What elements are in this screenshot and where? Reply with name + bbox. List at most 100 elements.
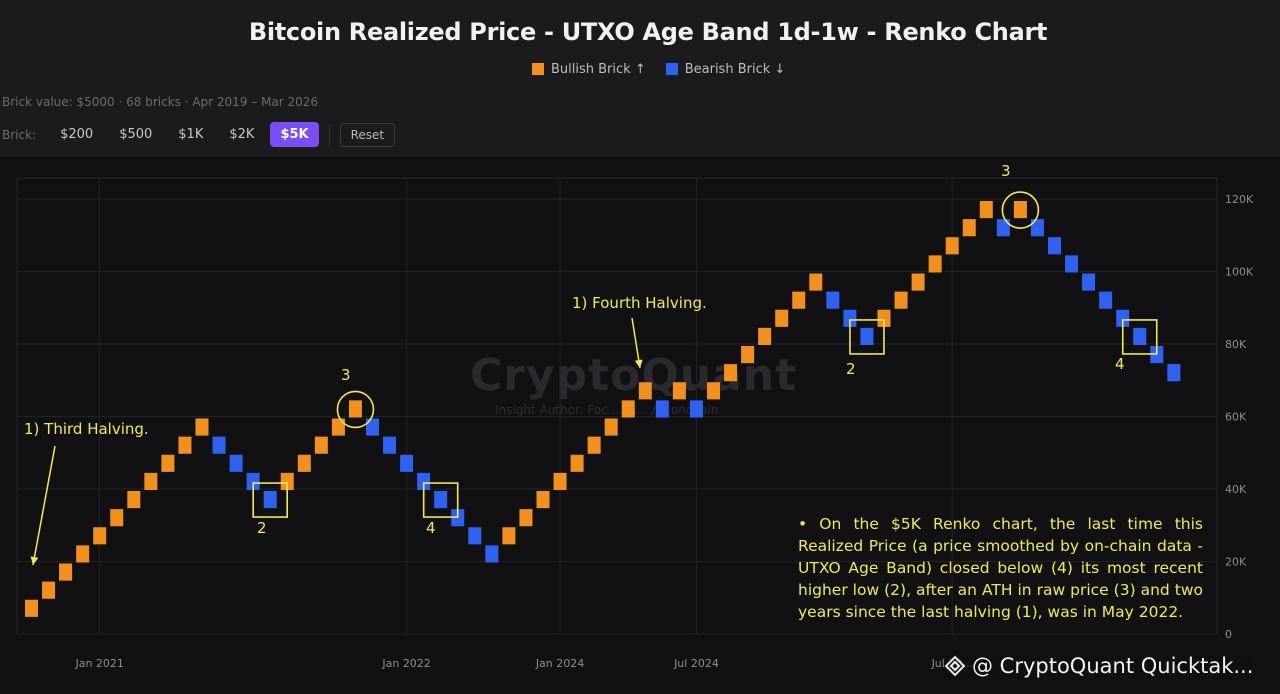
bearish-brick[interactable] xyxy=(996,219,1010,237)
bearish-brick[interactable] xyxy=(1030,219,1044,237)
bullish-brick[interactable] xyxy=(331,418,345,436)
bearish-brick[interactable] xyxy=(212,436,226,454)
bullish-brick[interactable] xyxy=(962,219,976,237)
bullish-brick[interactable] xyxy=(570,454,584,472)
bearish-brick[interactable] xyxy=(1048,237,1061,255)
highlight-square-marker xyxy=(849,319,885,355)
divider xyxy=(328,123,330,146)
bearish-brick[interactable] xyxy=(485,545,499,563)
bullish-brick[interactable] xyxy=(707,382,720,400)
bearish-brick[interactable] xyxy=(1099,291,1113,309)
bullish-brick[interactable] xyxy=(928,255,942,273)
bullish-brick[interactable] xyxy=(314,436,328,454)
bullish-brick[interactable] xyxy=(758,327,772,345)
bullish-brick[interactable] xyxy=(775,309,789,327)
bearish-brick[interactable] xyxy=(843,309,857,327)
bullish-brick[interactable] xyxy=(809,273,823,291)
bullish-brick[interactable] xyxy=(979,201,993,219)
bearish-brick[interactable] xyxy=(860,327,874,345)
bullish-brick[interactable] xyxy=(536,491,550,509)
bullish-brick[interactable] xyxy=(741,346,755,364)
highlight-square-marker xyxy=(422,482,459,518)
bearish-brick[interactable] xyxy=(1167,364,1181,382)
bullish-brick[interactable] xyxy=(945,237,959,255)
y-tick-label: 60K xyxy=(1225,411,1247,424)
bullish-brick[interactable] xyxy=(110,509,124,527)
bullish-brick[interactable] xyxy=(587,436,601,454)
x-tick-label: Jan 2024 xyxy=(535,657,584,670)
bullish-brick[interactable] xyxy=(894,291,908,309)
brick-option-500[interactable]: $500 xyxy=(119,127,153,142)
legend-bullish-label: Bullish Brick ↑ xyxy=(551,61,646,77)
brick-option-1k[interactable]: $1K xyxy=(178,127,204,142)
bullish-brick[interactable] xyxy=(59,563,73,581)
footer-text: @ CryptoQuant Quicktak... xyxy=(972,654,1254,678)
bullish-brick[interactable] xyxy=(553,472,567,490)
brick-option-5k[interactable]: $5K xyxy=(270,122,319,147)
bullish-brick[interactable] xyxy=(502,527,516,545)
annotation-break-1: 4 xyxy=(426,519,436,537)
bullish-brick[interactable] xyxy=(144,472,158,490)
bullish-brick[interactable] xyxy=(911,273,925,291)
bullish-brick[interactable] xyxy=(297,454,311,472)
diamond-logo-icon xyxy=(944,655,966,677)
bullish-brick[interactable] xyxy=(604,418,618,436)
bullish-brick[interactable] xyxy=(877,309,891,327)
bullish-brick[interactable] xyxy=(280,472,294,490)
brick-option-2k[interactable]: $2K xyxy=(229,127,255,142)
annotation-ath-1: 3 xyxy=(341,366,351,384)
bearish-brick[interactable] xyxy=(246,472,260,490)
bullish-brick[interactable] xyxy=(93,527,107,545)
bullish-brick[interactable] xyxy=(519,509,533,527)
bullish-brick[interactable] xyxy=(127,491,141,509)
bullish-brick[interactable] xyxy=(161,454,175,472)
bullish-brick[interactable] xyxy=(25,599,38,617)
bullish-brick[interactable] xyxy=(724,364,738,382)
bullish-brick[interactable] xyxy=(42,581,56,599)
bearish-brick[interactable] xyxy=(434,491,448,509)
fourth-halving-arrow-head xyxy=(634,359,643,368)
bearish-brick[interactable] xyxy=(1116,309,1130,327)
bearish-brick[interactable] xyxy=(468,527,482,545)
bearish-brick[interactable] xyxy=(400,454,414,472)
legend-bullish[interactable]: Bullish Brick ↑ xyxy=(532,62,646,77)
bearish-brick[interactable] xyxy=(229,454,243,472)
bearish-brick[interactable] xyxy=(655,400,669,418)
x-tick-label: Jan 2021 xyxy=(74,657,123,670)
legend-bearish[interactable]: Bearish Brick ↓ xyxy=(665,62,785,77)
bearish-brick[interactable] xyxy=(1082,273,1096,291)
bullish-brick[interactable] xyxy=(1013,201,1027,219)
bullish-brick[interactable] xyxy=(178,436,192,454)
y-tick-label: 80K xyxy=(1225,338,1247,351)
bullish-brick[interactable] xyxy=(638,382,652,400)
bearish-brick[interactable] xyxy=(417,472,431,490)
reset-button[interactable]: Reset xyxy=(339,122,396,147)
bullish-brick[interactable] xyxy=(792,291,806,309)
x-tick-label: Jan 2022 xyxy=(381,657,430,670)
bullish-brick[interactable] xyxy=(76,545,90,563)
bearish-brick[interactable] xyxy=(1065,255,1079,273)
highlight-square-marker xyxy=(1121,319,1158,355)
bullish-brick[interactable] xyxy=(621,400,635,418)
bearish-brick[interactable] xyxy=(263,491,277,509)
annotation-ath-2: 3 xyxy=(1001,162,1011,180)
ath-circle-marker xyxy=(336,390,375,429)
bullish-brick[interactable] xyxy=(348,400,362,418)
bearish-brick[interactable] xyxy=(1133,327,1147,345)
y-tick-label: 120K xyxy=(1225,193,1254,206)
bearish-brick[interactable] xyxy=(366,418,379,436)
annotation-higher-low-2: 2 xyxy=(846,360,856,378)
third-halving-arrow-head xyxy=(30,556,39,565)
bearish-brick[interactable] xyxy=(383,436,397,454)
ath-circle-marker xyxy=(1001,191,1040,229)
bullish-brick[interactable] xyxy=(672,382,686,400)
brick-selector: Brick: $200 $500 $1K $2K $5K Reset xyxy=(2,122,396,147)
brick-option-200[interactable]: $200 xyxy=(60,127,94,142)
annotation-break-2: 4 xyxy=(1115,355,1125,373)
chart-title: Bitcoin Realized Price - UTXO Age Band 1… xyxy=(248,18,1048,46)
bearish-brick[interactable] xyxy=(689,400,703,418)
third-halving-arrow xyxy=(32,445,56,566)
bullish-brick[interactable] xyxy=(195,418,209,436)
bearish-brick[interactable] xyxy=(826,291,840,309)
